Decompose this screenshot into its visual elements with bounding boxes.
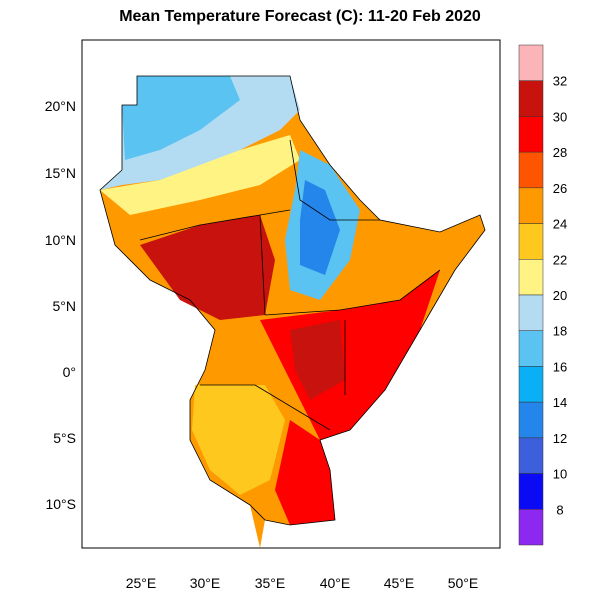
colorbar-label: 28: [553, 145, 567, 160]
country-borders: [99, 75, 486, 526]
lat-axis: 20°N 15°N 10°N 5°N 0° 5°S 10°S: [45, 98, 76, 512]
lat-tick: 20°N: [45, 98, 76, 114]
colorbar-box: [518, 294, 544, 331]
colorbar-box: [518, 330, 544, 367]
colorbar: 32 30 28 26 24 22 20 18 16 14 12 10 8: [518, 44, 567, 546]
colorbar-box: [518, 116, 544, 153]
lat-tick: 5°S: [53, 430, 76, 446]
colorbar-label: 20: [553, 288, 567, 303]
colorbar-box: [518, 366, 544, 403]
colorbar-box: [518, 509, 544, 546]
colorbar-label: 30: [553, 109, 567, 124]
colorbar-box: [518, 151, 544, 189]
colorbar-box: [518, 44, 544, 81]
temperature-field: [100, 76, 485, 548]
colorbar-box: [518, 437, 544, 474]
lon-tick: 30°E: [190, 575, 221, 591]
colorbar-label: 18: [553, 324, 567, 339]
colorbar-box: [518, 80, 544, 117]
colorbar-box: [518, 401, 544, 439]
colorbar-box: [518, 187, 544, 224]
region-cold-north: [122, 76, 240, 160]
colorbar-label: 24: [553, 217, 567, 232]
region-mild-band: [100, 135, 300, 215]
lon-axis: 25°E 30°E 35°E 40°E 45°E 50°E: [126, 575, 479, 591]
lat-tick: 15°N: [45, 165, 76, 181]
region-hot-south-sudan: [140, 215, 275, 320]
region-coast-tz: [275, 420, 335, 525]
colorbar-label: 14: [553, 395, 567, 410]
chart-title: Mean Temperature Forecast (C): 11-20 Feb…: [119, 8, 481, 25]
colorbar-label: 12: [553, 431, 567, 446]
lon-tick: 45°E: [384, 575, 415, 591]
lon-tick: 25°E: [126, 575, 157, 591]
region-tanzania: [192, 385, 285, 495]
lat-tick: 10°S: [45, 496, 76, 512]
colorbar-label: 10: [553, 467, 567, 482]
lat-tick: 10°N: [45, 232, 76, 248]
colorbar-box: [518, 259, 544, 296]
lat-tick: 5°N: [53, 298, 77, 314]
colorbar-label: 8: [556, 502, 563, 517]
lat-tick: 0°: [63, 364, 76, 380]
colorbar-label: 32: [553, 74, 567, 89]
colorbar-label: 16: [553, 359, 567, 374]
colorbar-label: 22: [553, 252, 567, 267]
region-hot-kenya: [290, 320, 345, 400]
colorbar-label: 26: [553, 181, 567, 196]
colorbar-box: [518, 223, 544, 260]
region-hot-east: [260, 270, 440, 440]
colorbar-box: [518, 473, 544, 510]
region-highland-core: [300, 180, 340, 275]
lon-tick: 50°E: [448, 575, 479, 591]
lon-tick: 40°E: [320, 575, 351, 591]
lon-tick: 35°E: [255, 575, 286, 591]
